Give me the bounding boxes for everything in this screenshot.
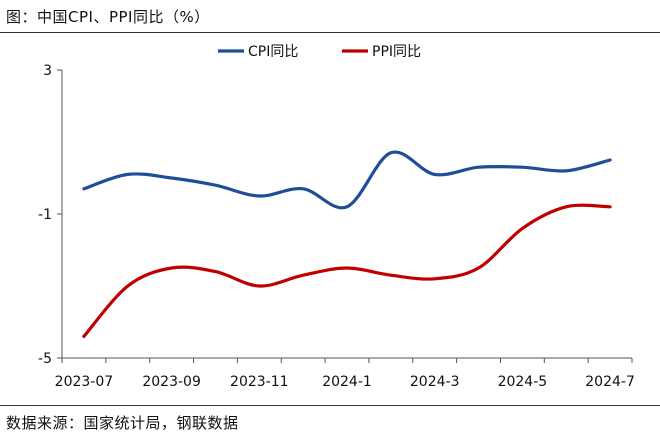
chart-title: 图：中国CPI、PPI同比（%） (6, 8, 210, 26)
x-tick-label: 2023-09 (142, 374, 201, 390)
x-tick-label: 2024-7 (585, 374, 635, 390)
x-tick-label: 2024-5 (498, 374, 548, 390)
x-tick-label: 2023-11 (230, 374, 289, 390)
cpi-series-line (82, 150, 612, 210)
ppi-legend-label: PPI同比 (372, 44, 421, 60)
ppi-series-line (82, 203, 612, 338)
header-rule (0, 32, 660, 33)
footer-rule (0, 405, 660, 406)
y-tick-label: 3 (43, 63, 52, 79)
data-source-note: 数据来源：国家统计局，钢联数据 (6, 414, 239, 432)
x-tick-label: 2024-3 (410, 374, 460, 390)
cpi-legend-label: CPI同比 (248, 44, 298, 60)
x-tick-label: 2023-07 (55, 374, 114, 390)
y-tick-label: -5 (38, 351, 52, 367)
y-tick-label: -1 (38, 207, 52, 223)
x-tick-label: 2024-1 (322, 374, 372, 390)
